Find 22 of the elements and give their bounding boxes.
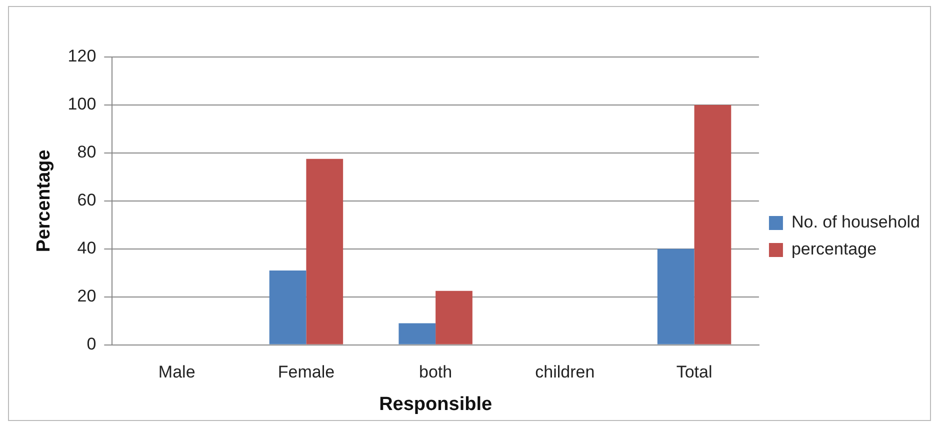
y-tick-label: 100 xyxy=(68,94,96,114)
bar xyxy=(398,323,436,344)
bar xyxy=(694,104,732,344)
x-tick-label: children xyxy=(535,362,595,382)
y-tick-label: 0 xyxy=(86,334,96,354)
bar xyxy=(269,270,306,344)
y-tick-label: 80 xyxy=(77,142,96,162)
legend-label: No. of household xyxy=(791,212,920,232)
y-axis-title: Percentage xyxy=(34,150,55,252)
legend-label: percentage xyxy=(791,240,877,259)
y-tick-label: 20 xyxy=(77,286,96,306)
x-axis-title: Responsible xyxy=(379,394,492,415)
x-tick-label: Female xyxy=(278,362,335,382)
x-tick-label: both xyxy=(419,362,452,382)
x-tick-label: Male xyxy=(158,362,196,382)
bar xyxy=(657,248,694,344)
bar xyxy=(436,290,472,344)
y-tick-label: 40 xyxy=(77,238,96,258)
bar xyxy=(306,158,344,344)
y-tick-label: 120 xyxy=(68,46,96,66)
x-tick-label: Total xyxy=(676,362,712,382)
y-tick-label: 60 xyxy=(77,190,96,210)
